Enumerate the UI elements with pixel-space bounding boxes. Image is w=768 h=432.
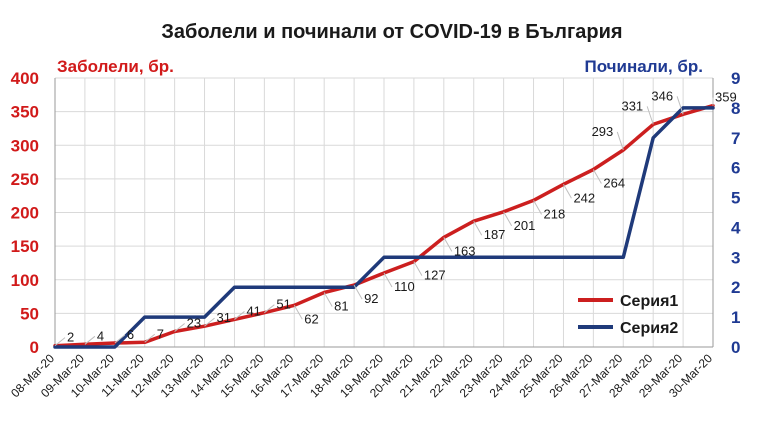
y-left-tick-label: 200 — [11, 204, 39, 223]
data-label: 2 — [67, 330, 74, 345]
chart-title: Заболели и починали от COVID-19 в Българ… — [161, 21, 622, 43]
y-left-tick-label: 150 — [11, 237, 39, 256]
data-label-leader — [473, 220, 483, 236]
data-label: 127 — [424, 268, 446, 283]
data-label-leader — [503, 211, 513, 227]
data-label-leader — [114, 334, 126, 344]
data-label-leader — [234, 311, 245, 320]
y-right-tick-label: 7 — [731, 129, 740, 148]
data-label: 4 — [97, 328, 104, 343]
data-label-leader — [353, 284, 363, 300]
y-right-tick-label: 1 — [731, 308, 740, 327]
data-label-leader — [323, 292, 333, 307]
data-label: 293 — [592, 124, 614, 139]
y-left-tick-label: 100 — [11, 271, 39, 290]
series-layer — [53, 103, 715, 349]
data-label-leader — [443, 237, 453, 252]
y-left-tick-label: 400 — [11, 69, 39, 88]
data-label: 110 — [394, 279, 415, 294]
y-right-tick-label: 4 — [731, 218, 741, 237]
data-label-leader — [563, 184, 572, 199]
y-left-tick-label: 50 — [20, 304, 39, 323]
y-left-tick-label: 350 — [11, 103, 39, 122]
data-label-leader — [84, 335, 96, 345]
data-label: 242 — [573, 190, 595, 205]
data-label: 359 — [715, 90, 737, 105]
data-label-leader — [676, 96, 684, 115]
data-label-leader — [264, 304, 275, 314]
data-label: 163 — [454, 243, 476, 258]
y-right-tick-label: 6 — [731, 159, 740, 178]
y-right-tick-label: 0 — [731, 338, 740, 357]
data-label-leader — [616, 131, 624, 151]
y-left-tick-label: 300 — [11, 136, 39, 155]
y-right-tick-label: 3 — [731, 248, 740, 267]
legend-label-series1: Серия1 — [620, 293, 678, 310]
data-label: 201 — [514, 218, 536, 233]
data-label: 218 — [544, 206, 566, 221]
series-line-2 — [53, 106, 715, 349]
y-right-tick-label: 8 — [731, 99, 740, 118]
data-label-leader — [592, 169, 602, 184]
data-label: 7 — [157, 326, 164, 341]
y-right-tick-label: 9 — [731, 69, 740, 88]
data-label: 187 — [484, 227, 506, 242]
data-label-leader — [533, 200, 542, 215]
data-label: 31 — [217, 310, 231, 325]
data-label: 6 — [127, 327, 134, 342]
y-right-tick-label: 5 — [731, 189, 740, 208]
series-line-1 — [53, 103, 715, 348]
data-label-leader — [204, 317, 215, 327]
data-label-leader — [383, 272, 393, 288]
data-label: 41 — [246, 303, 260, 318]
axis-layer: 05010015020025030035040008-Mar-2009-Mar-… — [8, 69, 741, 400]
y-axis-right-label: Починали, бр. — [584, 57, 703, 76]
data-label: 264 — [603, 175, 625, 190]
grid-layer — [54, 77, 714, 348]
y-axis-left-label: Заболели, бр. — [57, 57, 174, 76]
data-label-leader — [54, 337, 66, 347]
data-label: 346 — [651, 88, 673, 103]
data-label-leader — [293, 305, 303, 320]
legend: Серия1 Серия2 — [578, 293, 678, 337]
data-label-leader — [413, 261, 423, 276]
legend-label-series2: Серия2 — [620, 320, 678, 337]
y-right-tick-label: 2 — [731, 278, 740, 297]
data-label: 331 — [621, 98, 643, 113]
data-label: 62 — [304, 311, 318, 326]
data-label: 81 — [334, 299, 348, 314]
data-label-leader — [144, 333, 156, 343]
data-label-leader — [646, 106, 654, 125]
y-left-tick-label: 250 — [11, 170, 39, 189]
data-label-leader — [174, 323, 185, 332]
data-label: 51 — [276, 297, 290, 312]
y-left-tick-label: 0 — [30, 338, 39, 357]
data-label: 23 — [187, 316, 201, 331]
data-label: 92 — [364, 291, 378, 306]
